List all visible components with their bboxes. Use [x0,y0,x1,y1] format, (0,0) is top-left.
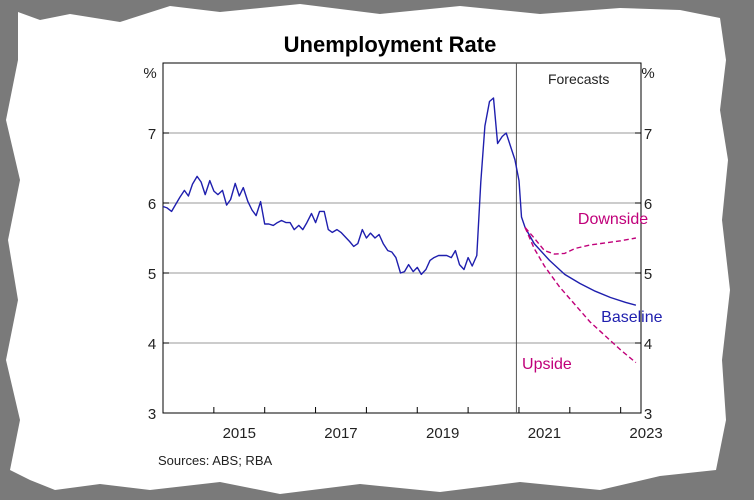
y-tick-label-left: 3 [148,406,156,423]
x-tick-label: 2017 [324,425,357,442]
chart-title: Unemployment Rate [284,32,497,57]
axis-ticks: 3 3 4 4 5 5 6 6 7 7 2015 2017 2019 2021 2023 [148,126,663,442]
y-tick-label-right: 5 [644,266,652,283]
annotations: Downside Baseline Upside [522,211,663,373]
y-tick-label-left: 7 [148,126,156,143]
x-tick-label: 2015 [223,425,256,442]
series-lines [162,97,637,364]
y-tick-label-left: 6 [148,196,156,213]
y-tick-label-right: 3 [644,406,652,423]
x-tick-label: 2021 [528,425,561,442]
series-line-upside [524,227,637,364]
y-tick-label-left: 5 [148,266,156,283]
torn-paper-background [6,4,730,494]
y-unit-right: % [641,65,654,82]
forecast-label: Forecasts [548,71,609,87]
grid-lines [163,132,641,344]
y-unit-left: % [143,65,156,82]
series-line-downside [524,227,637,255]
y-tick-label-right: 7 [644,126,652,143]
annotation-upside: Upside [522,356,572,373]
annotation-baseline: Baseline [601,309,662,326]
annotation-downside: Downside [578,211,648,228]
y-tick-label-left: 4 [148,336,156,353]
source-note: Sources: ABS; RBA [158,453,272,468]
series-line-history [162,97,526,276]
series-line-baseline [524,227,637,306]
y-tick-label-right: 6 [644,196,652,213]
plot-frame [162,62,642,414]
x-tick-label: 2019 [426,425,459,442]
y-tick-label-right: 4 [644,336,652,353]
x-tick-label: 2023 [629,425,662,442]
